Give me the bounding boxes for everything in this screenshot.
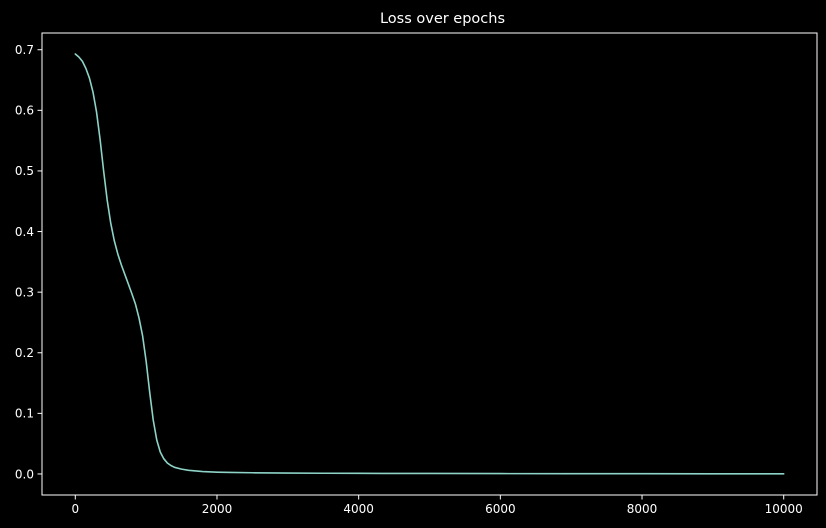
series-layer <box>74 53 785 475</box>
y-tick-label: 0.7 <box>15 43 34 57</box>
y-tick-label: 0.0 <box>15 467 34 481</box>
x-tick-label: 4000 <box>343 502 374 516</box>
x-tick-label: 8000 <box>627 502 658 516</box>
y-tick-label: 0.3 <box>15 285 34 299</box>
x-tick-label: 10000 <box>765 502 803 516</box>
y-tick-label: 0.6 <box>15 104 34 118</box>
y-axis: 0.0 0.1 0.2 0.3 0.4 0.5 0.6 0.7 <box>15 43 42 481</box>
chart-title: Loss over epochs <box>380 11 505 27</box>
x-tick-label: 6000 <box>485 502 516 516</box>
y-tick-label: 0.2 <box>15 346 34 360</box>
x-tick-label: 0 <box>71 502 79 516</box>
y-tick-label: 0.5 <box>15 164 34 178</box>
x-tick-label: 2000 <box>202 502 233 516</box>
loss-series-line <box>74 53 785 475</box>
x-axis: 0 2000 4000 6000 8000 10000 <box>71 495 803 516</box>
plot-area-frame <box>41 32 818 496</box>
y-tick-label: 0.1 <box>15 407 34 421</box>
y-tick-label: 0.4 <box>15 225 34 239</box>
